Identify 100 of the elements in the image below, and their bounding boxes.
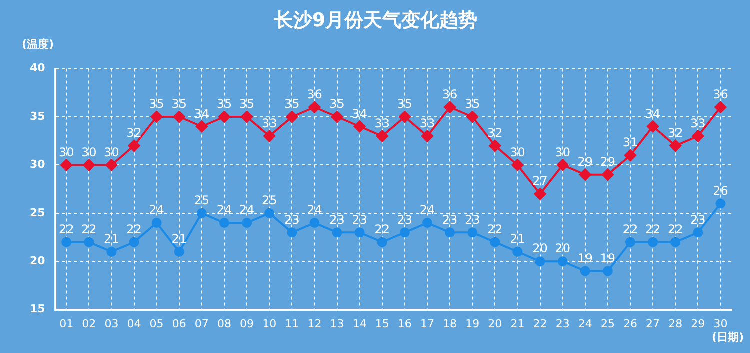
point bbox=[468, 228, 478, 238]
data-label: 35 bbox=[464, 97, 480, 112]
data-label: 30 bbox=[104, 145, 120, 160]
data-label: 24 bbox=[420, 203, 436, 218]
point bbox=[354, 120, 366, 133]
data-label: 25 bbox=[262, 194, 278, 208]
point bbox=[602, 168, 614, 181]
data-label: 30 bbox=[82, 145, 97, 160]
data-label: 29 bbox=[578, 154, 594, 169]
point bbox=[310, 218, 320, 228]
data-label: 24 bbox=[239, 203, 255, 218]
point bbox=[466, 111, 479, 123]
data-label: 30 bbox=[555, 145, 570, 160]
point bbox=[445, 228, 456, 238]
y-tick-label: 20 bbox=[30, 254, 46, 268]
data-label: 23 bbox=[330, 212, 345, 227]
data-label: 22 bbox=[374, 222, 390, 236]
data-label: 30 bbox=[58, 145, 74, 160]
x-tick-label: 27 bbox=[646, 317, 660, 330]
point bbox=[602, 266, 613, 276]
data-label: 34 bbox=[645, 106, 661, 121]
x-tick-label: 22 bbox=[533, 317, 548, 330]
point bbox=[219, 218, 230, 228]
point bbox=[308, 101, 321, 114]
point bbox=[376, 130, 388, 142]
point bbox=[106, 159, 118, 172]
data-label: 23 bbox=[352, 212, 368, 227]
point bbox=[535, 256, 546, 267]
x-tick-label: 09 bbox=[240, 317, 254, 330]
point bbox=[489, 140, 502, 152]
y-tick-label: 30 bbox=[30, 158, 46, 172]
point bbox=[128, 140, 140, 152]
y-tick-label: 25 bbox=[30, 206, 46, 220]
point bbox=[152, 218, 162, 228]
x-tick-label: 15 bbox=[375, 317, 390, 330]
point bbox=[647, 120, 660, 133]
data-label: 19 bbox=[600, 251, 616, 266]
x-tick-label: 18 bbox=[443, 317, 458, 330]
point bbox=[692, 130, 704, 142]
data-label: 34 bbox=[194, 106, 210, 121]
x-tick-label: 30 bbox=[714, 317, 728, 330]
point bbox=[218, 111, 230, 123]
point bbox=[129, 237, 140, 248]
point bbox=[670, 140, 682, 152]
data-label: 36 bbox=[307, 87, 322, 102]
data-label: 35 bbox=[216, 97, 232, 112]
data-label: 22 bbox=[488, 222, 503, 236]
data-label: 23 bbox=[442, 212, 458, 227]
data-label: 35 bbox=[284, 97, 300, 112]
y-tick-label: 35 bbox=[30, 110, 46, 123]
point bbox=[716, 198, 726, 209]
point bbox=[264, 208, 275, 218]
data-label: 25 bbox=[194, 194, 210, 208]
x-tick-label: 12 bbox=[308, 317, 322, 330]
point bbox=[558, 256, 568, 267]
point bbox=[422, 218, 432, 228]
point bbox=[196, 120, 208, 133]
x-tick-label: 05 bbox=[150, 317, 164, 330]
data-label: 33 bbox=[420, 116, 436, 130]
point bbox=[625, 237, 636, 248]
point bbox=[490, 237, 500, 248]
x-tick-label: 11 bbox=[285, 317, 300, 330]
data-label: 27 bbox=[532, 174, 548, 188]
data-label: 20 bbox=[532, 242, 548, 256]
point bbox=[670, 237, 681, 248]
y-axis-title: (温度) bbox=[22, 38, 54, 52]
point bbox=[354, 228, 365, 238]
point bbox=[196, 208, 207, 218]
x-tick-label: 23 bbox=[556, 317, 570, 330]
point bbox=[83, 159, 96, 172]
point bbox=[398, 111, 411, 123]
x-tick-label: 21 bbox=[510, 317, 525, 330]
data-label: 21 bbox=[172, 232, 188, 246]
data-label: 34 bbox=[352, 106, 368, 121]
data-label: 32 bbox=[488, 126, 503, 140]
point bbox=[106, 246, 117, 257]
chart-title: 长沙9月份天气变化趋势 bbox=[273, 9, 478, 32]
point bbox=[556, 159, 569, 172]
x-tick-label: 07 bbox=[194, 317, 209, 330]
x-tick-label: 01 bbox=[60, 317, 74, 330]
x-tick-label: 29 bbox=[691, 317, 706, 330]
point bbox=[421, 130, 434, 142]
data-label: 35 bbox=[172, 97, 188, 112]
data-label: 21 bbox=[510, 232, 526, 246]
x-tick-label: 06 bbox=[172, 317, 186, 330]
x-tick-label: 16 bbox=[398, 317, 412, 330]
x-tick-label: 28 bbox=[668, 317, 683, 330]
point bbox=[624, 150, 636, 162]
data-label: 26 bbox=[713, 184, 728, 198]
point bbox=[174, 246, 184, 257]
x-tick-label: 08 bbox=[217, 317, 232, 330]
x-tick-label: 02 bbox=[82, 317, 96, 330]
data-label: 35 bbox=[149, 97, 164, 112]
data-label: 19 bbox=[578, 251, 594, 266]
point bbox=[62, 237, 72, 248]
data-label: 20 bbox=[555, 242, 570, 256]
point bbox=[287, 228, 298, 238]
y-tick-label: 15 bbox=[30, 302, 46, 316]
point bbox=[400, 228, 410, 238]
point bbox=[60, 159, 73, 172]
